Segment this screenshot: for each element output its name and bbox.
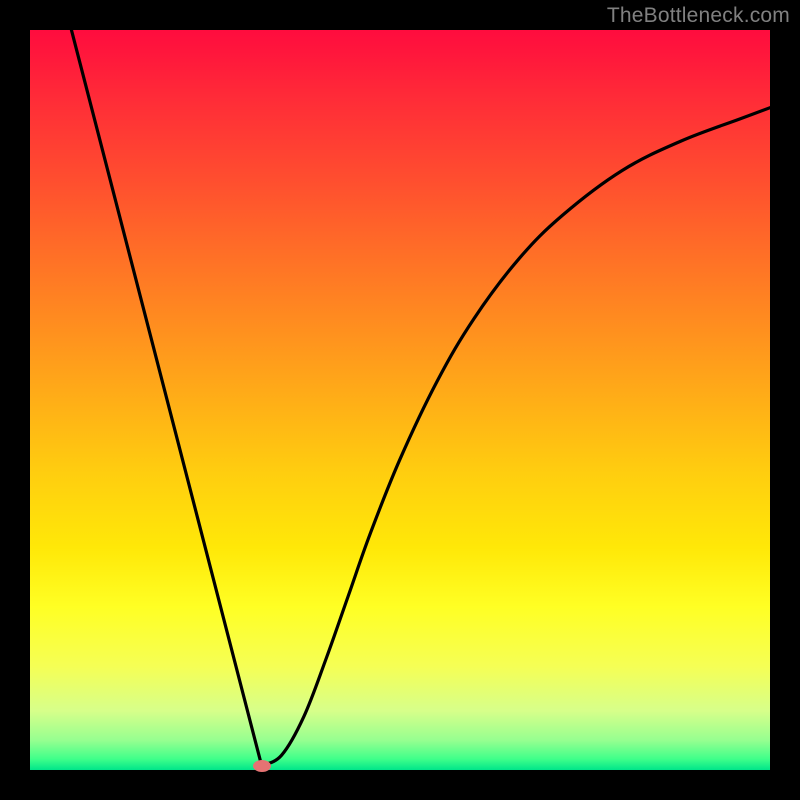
bottleneck-curve bbox=[71, 30, 770, 766]
chart-stage: TheBottleneck.com bbox=[0, 0, 800, 800]
watermark-text: TheBottleneck.com bbox=[607, 4, 790, 28]
plot-area bbox=[30, 30, 770, 770]
curve-svg bbox=[30, 30, 770, 770]
vertex-marker bbox=[253, 760, 271, 772]
